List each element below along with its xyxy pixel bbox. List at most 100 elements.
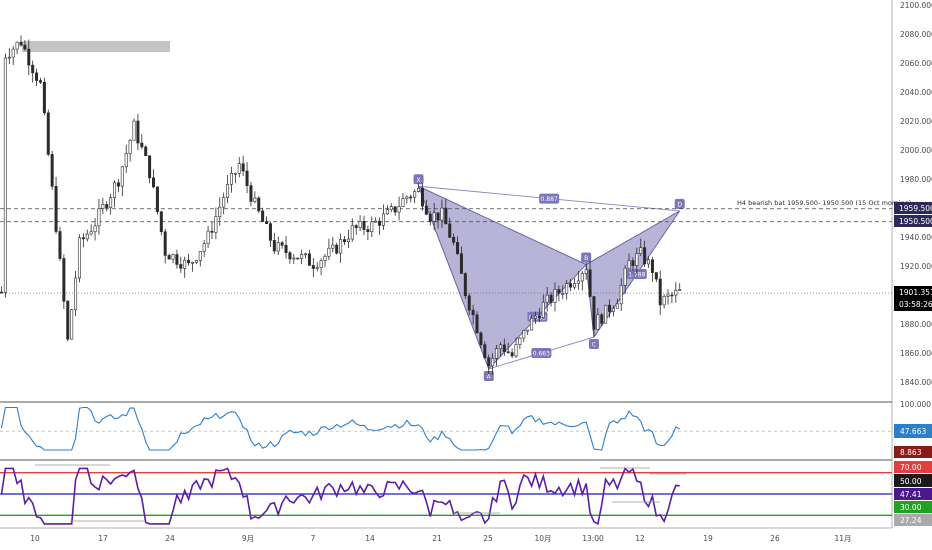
- candle-body: [436, 212, 440, 221]
- level-lines[interactable]: [0, 208, 892, 294]
- candle-body: [307, 253, 311, 266]
- candle-body: [210, 230, 214, 233]
- time-tick-label: 13:00: [582, 534, 604, 543]
- ratio-badge[interactable]: [539, 193, 560, 204]
- drawing-rectangle[interactable]: [22, 41, 170, 52]
- candle-body: [249, 185, 253, 202]
- ratio-label: 0.887: [541, 196, 558, 203]
- osc2-70-label: 70.00: [900, 463, 922, 472]
- candle-body: [366, 229, 370, 233]
- candle-body: [155, 186, 159, 213]
- candle-body: [448, 223, 452, 238]
- ratio-badge[interactable]: [626, 268, 647, 279]
- candle-body: [276, 242, 280, 252]
- candle-body: [152, 177, 156, 188]
- candle-body: [452, 237, 456, 243]
- candle-body: [148, 155, 152, 179]
- candle-body: [662, 295, 666, 306]
- price-tick-label: 2100.000: [900, 1, 932, 10]
- candle-body: [643, 247, 647, 265]
- candle-body: [218, 206, 222, 218]
- candle-body: [459, 253, 463, 274]
- candle-body: [226, 183, 230, 198]
- candle-body: [576, 280, 580, 284]
- price-tick-label: 2000.000: [900, 146, 932, 155]
- point-label: X: [416, 177, 420, 184]
- candle-body: [237, 163, 241, 174]
- candle-body: [46, 112, 50, 155]
- last-price-label: 1901.351: [899, 288, 932, 297]
- time-tick-label: 24: [165, 534, 175, 543]
- point-badge[interactable]: [674, 198, 685, 209]
- time-tick-label: 11月: [834, 534, 851, 543]
- bat-pattern[interactable]: 0.887 0.383 0.663 1.788 X A B C D: [413, 174, 685, 381]
- candle-body: [206, 230, 210, 244]
- candle-body: [194, 260, 198, 263]
- point-label: D: [677, 201, 682, 208]
- osc2-70-badge: [894, 461, 932, 473]
- candle-body: [611, 307, 615, 312]
- point-badge[interactable]: [588, 339, 599, 350]
- pattern-annotation[interactable]: H4 bearish bat 1959.500- 1950.500 (15 Oc…: [737, 199, 911, 207]
- candle-body: [327, 247, 331, 257]
- osc2-50-badge: [894, 474, 932, 487]
- candle-body: [0, 291, 4, 294]
- time-tick-label: 26: [770, 534, 780, 543]
- candle-body: [615, 303, 619, 309]
- candle-body: [253, 197, 257, 202]
- candle-body: [545, 294, 549, 303]
- candle-body: [132, 120, 136, 141]
- candle-body: [214, 216, 218, 233]
- time-tick-label: 21: [432, 534, 442, 543]
- candle-body: [183, 259, 187, 269]
- candle-body: [381, 213, 385, 226]
- candle-body: [288, 252, 292, 260]
- time-tick-label: 10月: [534, 534, 551, 543]
- price-tick-label: 1920.000: [900, 262, 932, 271]
- candle-body: [650, 259, 654, 273]
- candle-body: [85, 233, 89, 240]
- candle-body: [245, 170, 249, 186]
- osc1-tick-label: 100.000: [900, 400, 931, 409]
- candle-body: [467, 295, 471, 311]
- candle-body: [296, 257, 300, 260]
- candle-body: [658, 278, 662, 306]
- candle-body: [120, 166, 124, 187]
- candle-body: [77, 237, 81, 279]
- candle-body: [304, 253, 308, 256]
- ratio-label: 0.663: [533, 351, 550, 358]
- candle-body: [319, 260, 323, 268]
- price-tick-label: 1840.000: [900, 378, 932, 387]
- time-axis: 10 17 24 9月 7 14 21 25 10月 13:00 12 19 26 11月: [30, 534, 851, 543]
- candle-body: [331, 244, 335, 249]
- osc2-current-label: 47.41: [900, 490, 922, 499]
- candle-body: [678, 289, 682, 291]
- candle-body: [335, 244, 339, 254]
- candle-body: [62, 258, 66, 302]
- candle-body: [362, 221, 366, 230]
- point-badge[interactable]: [581, 252, 592, 263]
- candle-body: [397, 206, 401, 213]
- candle-body: [420, 187, 424, 207]
- osc2-50-label: 50.00: [900, 477, 922, 486]
- candle-body: [38, 80, 42, 83]
- candle-body: [572, 283, 576, 288]
- candle-body: [475, 314, 479, 334]
- point-badge[interactable]: [413, 174, 424, 185]
- osc1-current-badge: [894, 424, 932, 438]
- candle-body: [144, 146, 148, 157]
- candle-body: [163, 231, 167, 256]
- osc2-30-label: 30.00: [900, 503, 922, 512]
- candle-body: [124, 153, 128, 168]
- candle-body: [417, 187, 421, 192]
- point-badge[interactable]: [483, 370, 494, 381]
- axis-badges: 1959.500 1950.500 1901.351 03:58:26 47.6…: [894, 202, 932, 526]
- candle-body: [506, 351, 510, 354]
- osc1-line: [0, 406, 680, 451]
- candle-body: [23, 44, 27, 50]
- candle-body: [50, 154, 54, 187]
- ratio-badge[interactable]: [531, 348, 552, 358]
- level-badge-1950: [894, 215, 932, 227]
- candle-body: [241, 163, 245, 172]
